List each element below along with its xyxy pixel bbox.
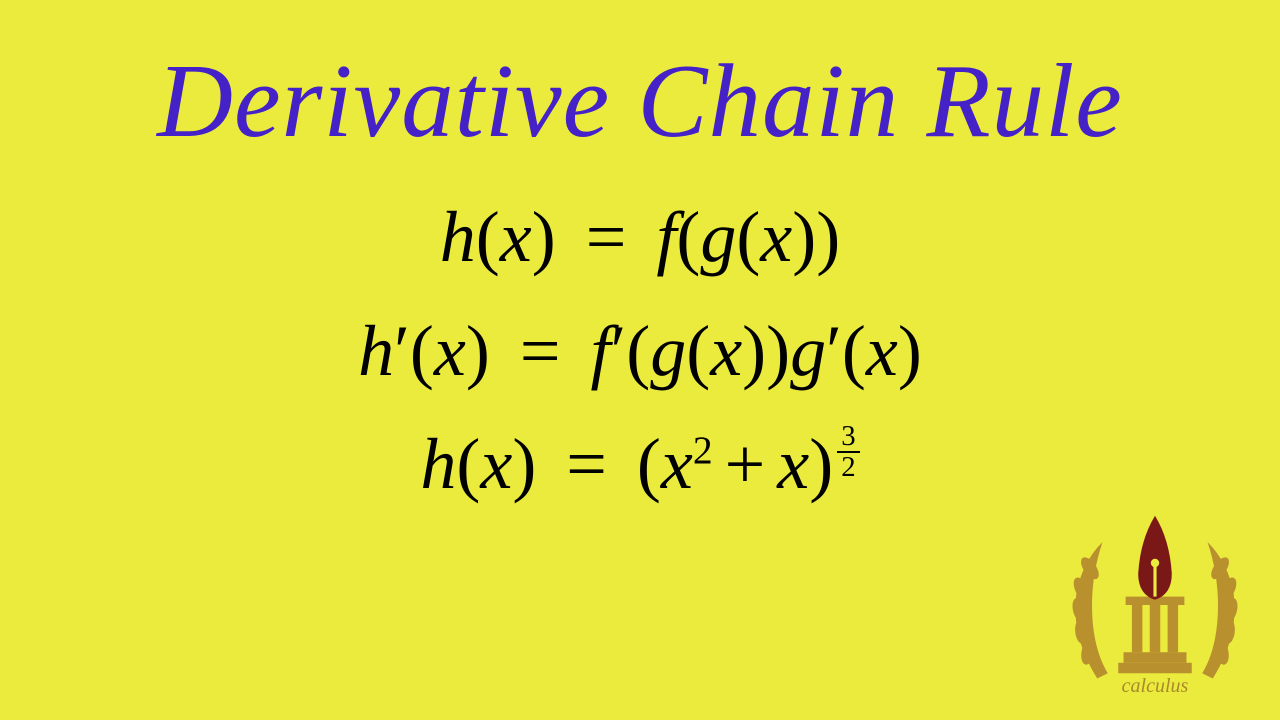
equation-2: h′(x) = f′(g(x))g′(x) <box>358 305 922 399</box>
equation-3: h(x) = (x2+x)32 <box>420 418 859 512</box>
page-title: Derivative Chain Rule <box>0 0 1280 161</box>
logo-label: calculus <box>1122 675 1189 698</box>
calculus-logo: calculus <box>1050 500 1260 710</box>
equation-1: h(x) = f(g(x)) <box>440 191 840 285</box>
equations-block: h(x) = f(g(x)) h′(x) = f′(g(x))g′(x) h(x… <box>0 191 1280 512</box>
